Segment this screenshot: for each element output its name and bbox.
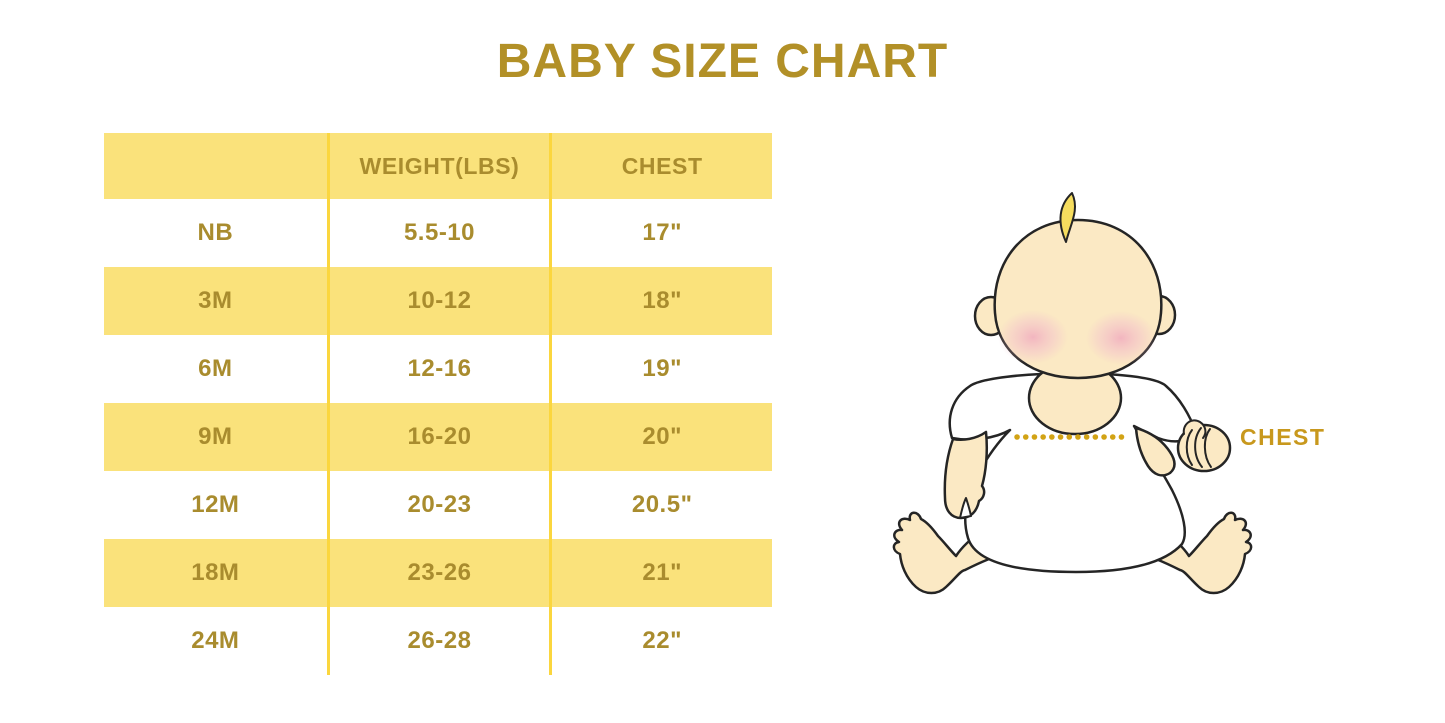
chest-cell: 21" [549, 539, 772, 607]
size-cell: NB [197, 219, 234, 246]
size-cell: 24M [191, 627, 240, 654]
baby-left-arm [943, 430, 989, 520]
size-cell: 12M [191, 491, 240, 518]
chest-cell: 19" [549, 335, 772, 403]
page-title: BABY SIZE CHART [496, 35, 949, 88]
table-row: 12M 20-23 20.5" [104, 471, 772, 539]
weight-cell: 5.5-10 [326, 199, 550, 267]
header-chest-column: CHEST [549, 133, 772, 199]
baby-figure-svg [892, 192, 1253, 595]
size-cell: 6M [198, 355, 233, 382]
table-row: 3M 10-12 18" [104, 267, 772, 335]
chest-cell: 20.5" [549, 471, 772, 539]
chest-cell: 17" [549, 199, 772, 267]
table-row: 18M 23-26 21" [104, 539, 772, 607]
weight-cell: 26-28 [326, 607, 550, 675]
baby-left-hand-finger-notch [959, 497, 972, 519]
weight-cell: 20-23 [326, 471, 550, 539]
table-row: 9M 16-20 20" [104, 403, 772, 471]
table-header-row: WEIGHT(LBS) CHEST [104, 133, 772, 199]
size-cell: 9M [198, 423, 233, 450]
weight-cell: 23-26 [326, 539, 550, 607]
size-chart-table: WEIGHT(LBS) CHEST NB 5.5-10 17" 3M 10-12… [104, 133, 772, 675]
chest-cell: 22" [549, 607, 772, 675]
baby-hair-curl [1059, 192, 1076, 243]
weight-cell: 10-12 [326, 267, 550, 335]
table-row: 24M 26-28 22" [104, 607, 772, 675]
size-cell: 3M [198, 287, 233, 314]
weight-cell: 12-16 [326, 335, 550, 403]
table-row: NB 5.5-10 17" [104, 199, 772, 267]
table-row: 6M 12-16 19" [104, 335, 772, 403]
fist-finger-curl [1185, 429, 1193, 466]
chest-cell: 20" [549, 403, 772, 471]
baby-illustration: CHEST [860, 180, 1350, 640]
weight-cell: 16-20 [326, 403, 550, 471]
baby-left-cheek [998, 310, 1068, 364]
chest-measurement-label: CHEST [1240, 424, 1326, 450]
chest-cell: 18" [549, 267, 772, 335]
size-cell: 18M [191, 559, 240, 586]
fist-finger-curl [1194, 427, 1203, 468]
baby-right-arm [1134, 426, 1176, 477]
header-size-column [104, 133, 327, 199]
fist-finger-curl [1203, 428, 1212, 468]
baby-right-cheek [1086, 311, 1156, 365]
header-weight-column: WEIGHT(LBS) [326, 133, 550, 199]
